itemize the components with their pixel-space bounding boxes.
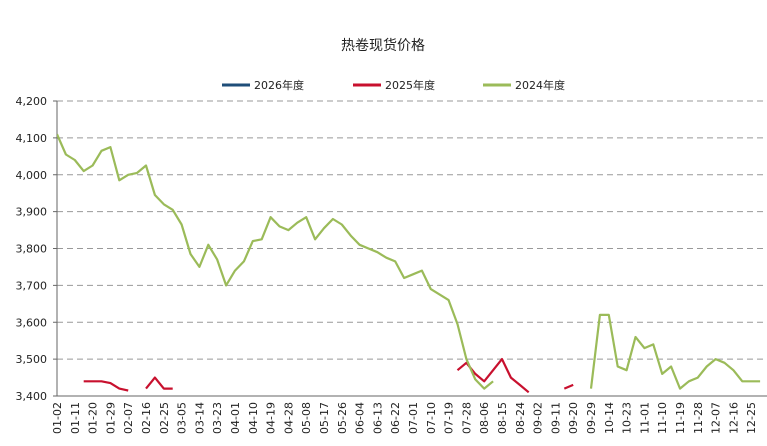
y-tick-label: 4,200 bbox=[16, 95, 48, 108]
x-tick-label: 02-25 bbox=[158, 402, 171, 434]
x-tick-label: 07-28 bbox=[460, 402, 473, 434]
x-tick-label: 03-23 bbox=[211, 402, 224, 434]
plot-area bbox=[57, 133, 761, 394]
x-tick-label: 08-15 bbox=[496, 402, 509, 434]
x-tick-label: 01-20 bbox=[87, 402, 100, 434]
x-tick-label: 01-29 bbox=[104, 402, 117, 434]
legend-label: 2026年度 bbox=[254, 78, 304, 92]
y-tick-label: 4,000 bbox=[16, 169, 48, 182]
x-tick-label: 06-13 bbox=[371, 402, 384, 434]
x-tick-label: 05-26 bbox=[336, 402, 349, 434]
x-tick-label: 11-01 bbox=[638, 402, 651, 434]
legend-label: 2024年度 bbox=[515, 78, 565, 92]
x-tick-label: 12-25 bbox=[745, 402, 758, 434]
x-tick-label: 11-28 bbox=[692, 402, 705, 434]
x-tick-label: 02-16 bbox=[140, 402, 153, 434]
series-line bbox=[57, 133, 761, 390]
y-tick-label: 3,900 bbox=[16, 206, 48, 219]
x-tick-label: 09-11 bbox=[549, 402, 562, 434]
x-tick-label: 04-19 bbox=[265, 402, 278, 434]
x-tick-label: 07-01 bbox=[407, 402, 420, 434]
x-tick-label: 04-01 bbox=[229, 402, 242, 434]
x-tick-label: 11-19 bbox=[674, 402, 687, 434]
x-tick-label: 06-22 bbox=[389, 402, 402, 434]
x-tick-label: 09-29 bbox=[585, 402, 598, 434]
series-line bbox=[83, 358, 574, 394]
x-tick-label: 09-20 bbox=[567, 402, 580, 434]
y-tick-label: 3,400 bbox=[16, 390, 48, 403]
x-tick-label: 03-05 bbox=[176, 402, 189, 434]
x-tick-label: 05-17 bbox=[318, 402, 331, 434]
x-tick-label: 03-14 bbox=[193, 402, 206, 434]
x-tick-label: 04-28 bbox=[282, 402, 295, 434]
y-tick-label: 3,600 bbox=[16, 316, 48, 329]
x-tick-label: 02-07 bbox=[122, 402, 135, 434]
x-tick-label: 07-19 bbox=[443, 402, 456, 434]
x-tick-label: 09-02 bbox=[532, 402, 545, 434]
x-tick-label: 01-02 bbox=[51, 402, 64, 434]
x-tick-label: 10-14 bbox=[603, 402, 616, 434]
y-tick-label: 4,100 bbox=[16, 132, 48, 145]
x-tick-label: 10-23 bbox=[621, 402, 634, 434]
chart-title: 热卷现货价格 bbox=[341, 37, 425, 54]
x-tick-label: 08-06 bbox=[478, 402, 491, 434]
legend-label: 2025年度 bbox=[385, 78, 435, 92]
x-tick-label: 05-08 bbox=[300, 402, 313, 434]
x-tick-label: 12-07 bbox=[710, 402, 723, 434]
x-tick-label: 11-10 bbox=[656, 402, 669, 434]
y-tick-label: 3,500 bbox=[16, 353, 48, 366]
y-tick-label: 3,800 bbox=[16, 243, 48, 256]
x-tick-label: 04-10 bbox=[247, 402, 260, 434]
x-tick-label: 06-04 bbox=[354, 402, 367, 434]
x-tick-label: 08-24 bbox=[514, 402, 527, 434]
x-tick-label: 07-10 bbox=[425, 402, 438, 434]
x-tick-label: 01-11 bbox=[69, 402, 82, 434]
x-tick-label: 12-16 bbox=[727, 402, 740, 434]
y-tick-label: 3,700 bbox=[16, 279, 48, 292]
